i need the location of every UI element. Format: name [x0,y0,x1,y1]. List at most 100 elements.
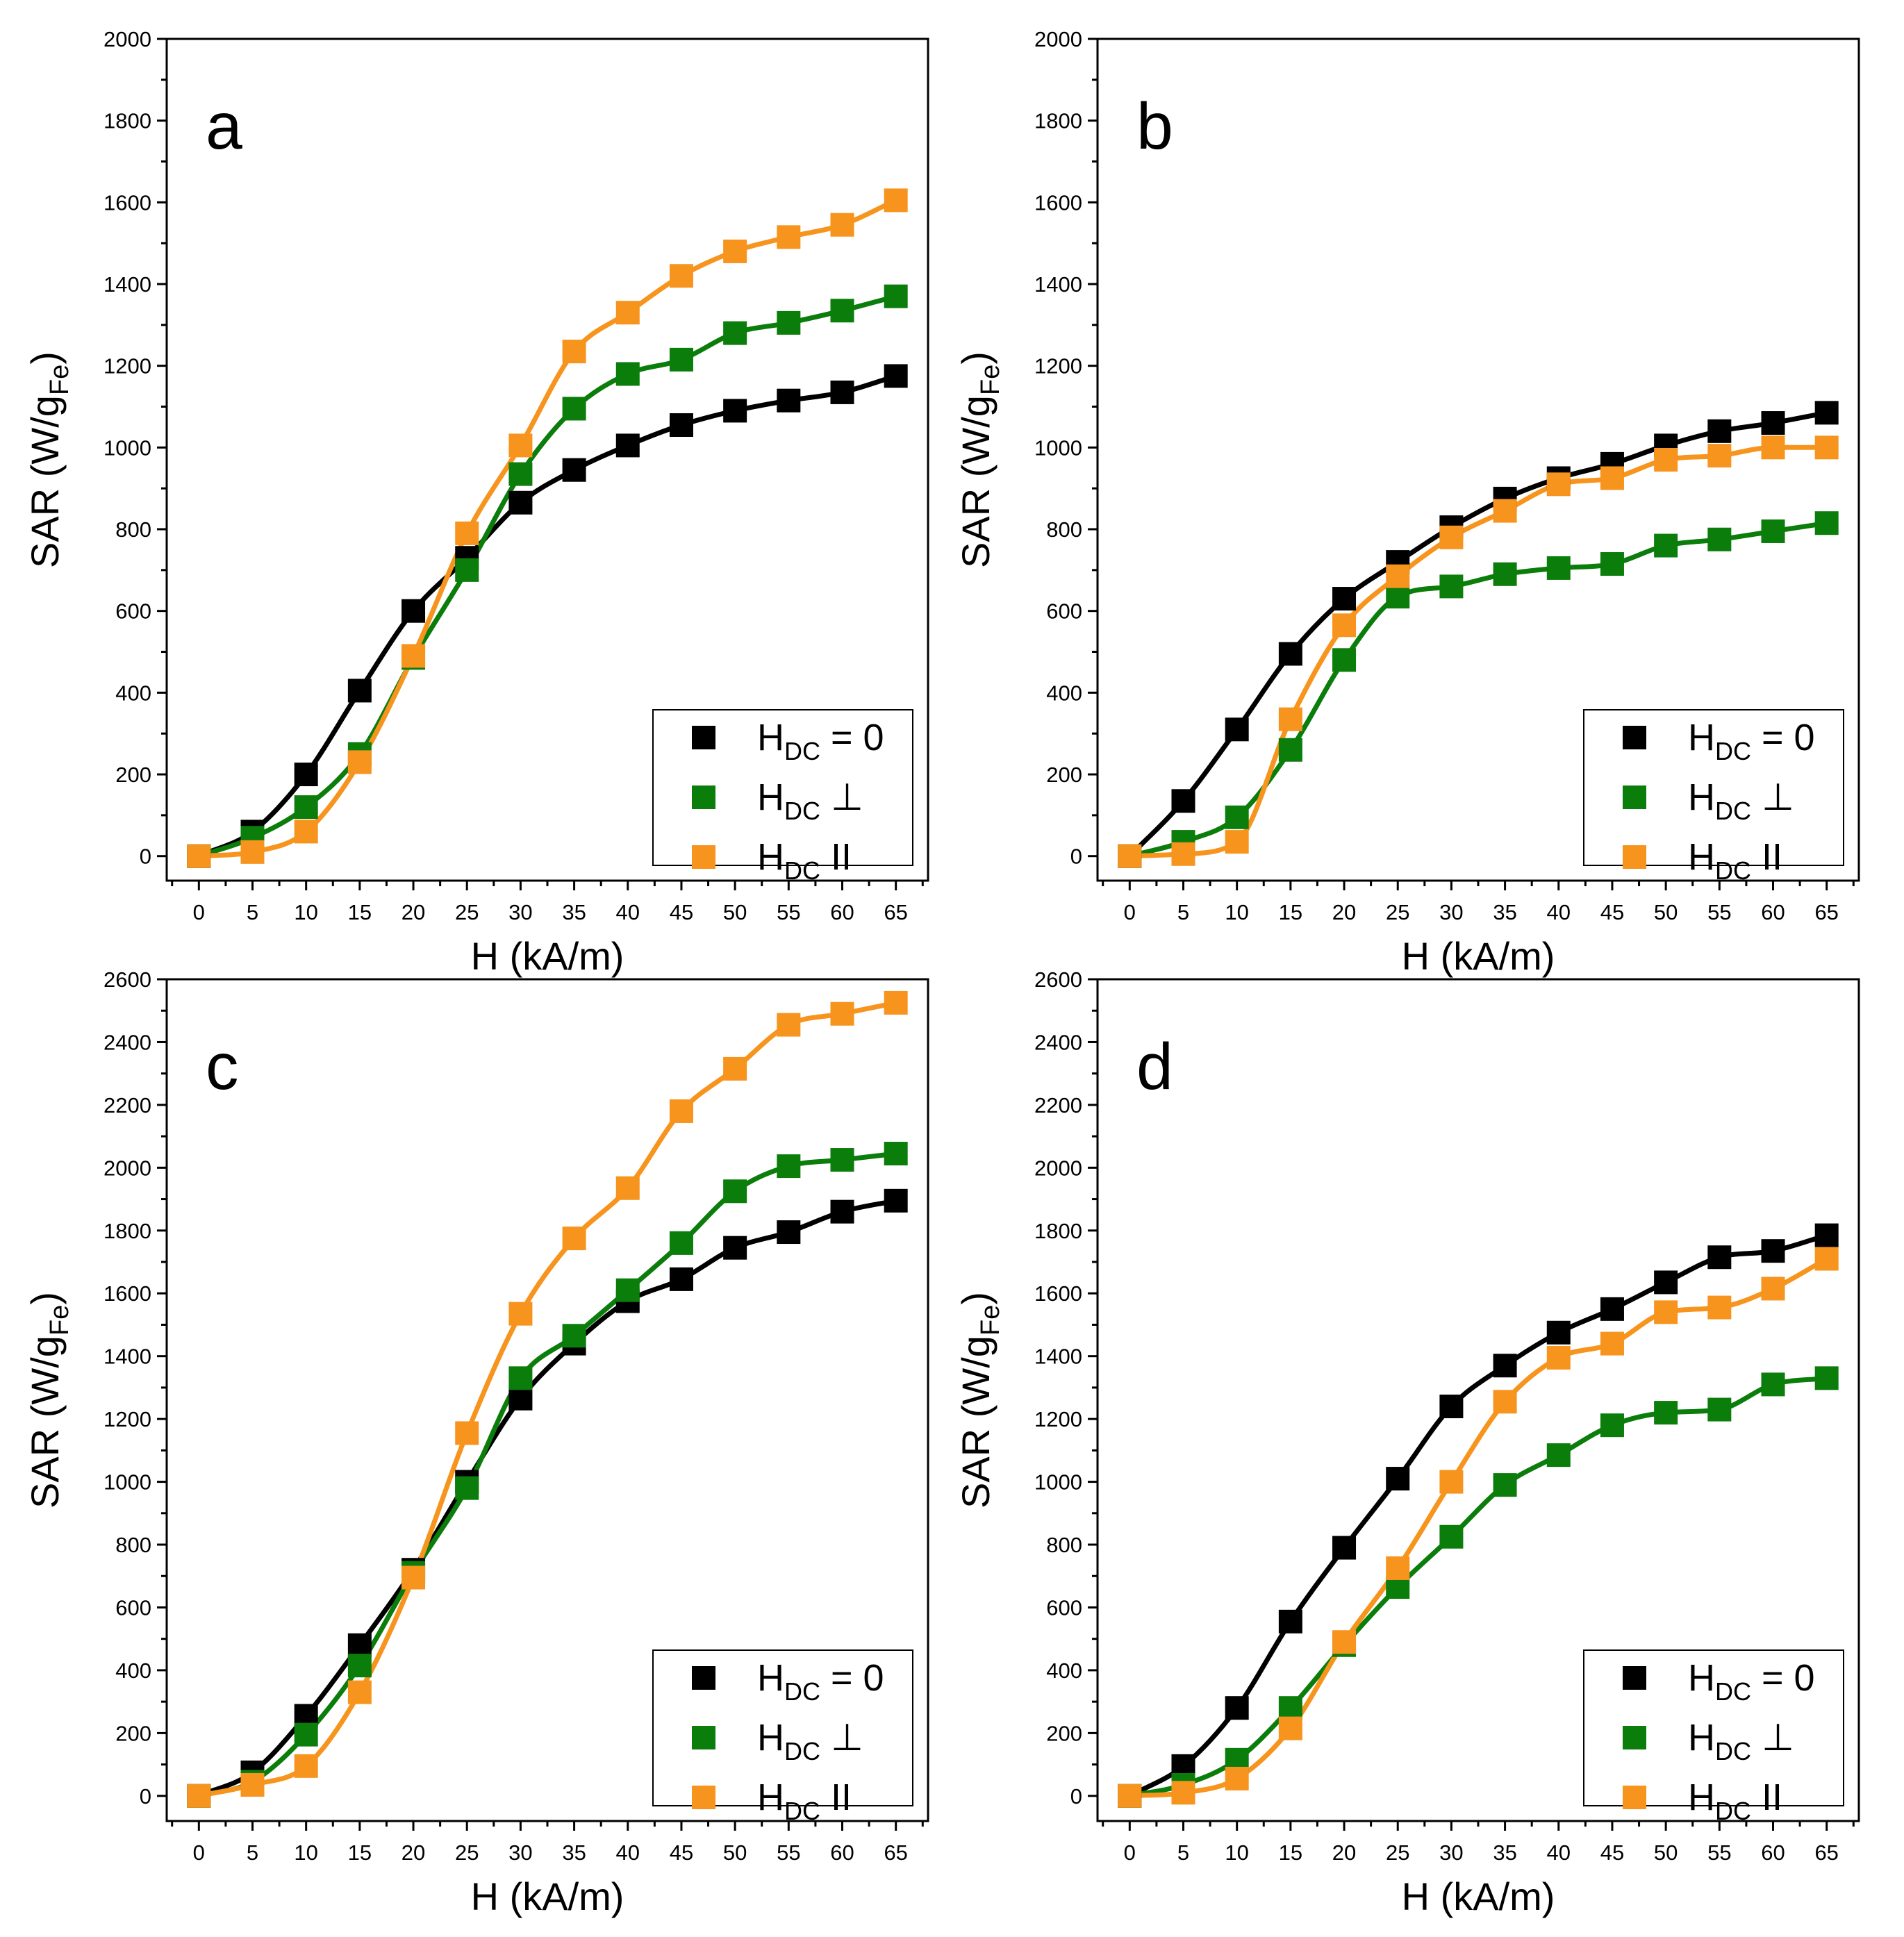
legend-label-main: H [1688,1777,1715,1818]
y-tick-label: 200 [115,763,151,787]
legend-label-series-2: HDC II [1688,836,1782,885]
x-tick-label: 10 [294,900,317,924]
panel-d: 0200400600800100012001400160018002000220… [954,967,1860,1918]
legend-label-rest: ⊥ [820,776,863,818]
x-tick-label: 10 [1225,900,1248,924]
data-point-series-2 [1278,1716,1302,1740]
x-tick-label: 40 [616,900,640,924]
data-point-series-1 [1332,648,1357,672]
data-point-series-2 [1707,1295,1732,1320]
legend-label-rest: II [1751,836,1782,878]
data-point-series-2 [1332,1630,1357,1654]
data-point-series-2 [1118,844,1142,868]
data-point-series-2 [508,1302,533,1326]
y-tick-label: 1000 [104,435,151,460]
x-tick-label: 10 [294,1840,317,1865]
data-point-series-0 [1761,1239,1785,1263]
fit-curve-series-2 [1129,1256,1828,1799]
legend-label-series-0: HDC = 0 [757,1657,884,1706]
legend-label-rest: = 0 [1751,1657,1815,1699]
y-axis-title-main: SAR (W/g [954,1336,997,1508]
data-point-series-0 [1814,1223,1839,1247]
data-point-series-2 [723,1056,747,1081]
legend-label-series-0: HDC = 0 [1688,1657,1815,1706]
x-tick-label: 65 [884,1840,907,1865]
legend-label-rest: ⊥ [1751,776,1794,818]
legend-label-rest: = 0 [820,717,884,758]
y-tick-label: 1000 [104,1470,151,1495]
y-tick-label: 1400 [104,272,151,297]
data-point-series-2 [240,840,265,864]
x-tick-label: 20 [402,1840,425,1865]
x-tick-label: 45 [1600,1840,1624,1865]
x-tick-label: 25 [1386,900,1409,924]
data-point-series-0 [1814,401,1839,425]
x-tick-label: 20 [402,900,425,924]
legend-marker-series-1 [692,1726,715,1749]
data-point-series-2 [615,301,640,325]
y-tick-label: 600 [1046,1595,1082,1620]
legend-marker-series-2 [692,1786,715,1809]
y-axis-title-sub: Fe [45,365,74,395]
data-point-series-0 [294,763,318,787]
data-point-series-2 [1386,1556,1410,1580]
x-tick-label: 45 [670,900,693,924]
legend-label-sub: DC [784,1797,820,1825]
data-point-series-0 [669,413,693,437]
data-point-series-0 [1493,1354,1517,1378]
legend-label-main: H [1688,717,1715,758]
x-tick-label: 25 [455,900,479,924]
y-tick-label: 200 [115,1721,151,1745]
data-point-series-1 [669,1231,693,1255]
x-tick-label: 55 [1707,1840,1731,1865]
data-point-series-2 [508,433,533,458]
x-tick-label: 5 [1177,1840,1189,1865]
data-point-series-2 [1600,1331,1624,1356]
legend-label-series-2: HDC II [757,836,852,885]
data-point-series-2 [777,1013,801,1037]
data-point-series-0 [402,599,426,623]
legend-marker-series-0 [692,726,715,749]
legend-label-series-1: HDC ⊥ [757,776,863,825]
data-point-series-0 [1332,587,1357,611]
legend-marker-series-0 [692,1666,715,1690]
data-point-series-0 [1278,642,1302,666]
data-point-series-1 [1493,1473,1517,1497]
x-tick-label: 10 [1225,1840,1248,1865]
data-point-series-1 [294,1722,318,1747]
data-point-series-2 [1439,1470,1464,1494]
legend-marker-series-2 [692,845,715,869]
data-point-series-1 [1278,738,1302,762]
y-tick-label: 0 [140,1784,151,1809]
y-tick-label: 1800 [1034,1219,1082,1243]
data-point-series-1 [1600,1413,1624,1438]
data-point-series-0 [1761,411,1785,435]
panel-letter: b [1136,90,1173,163]
legend-label-rest: II [820,836,852,878]
x-tick-label: 40 [1547,1840,1571,1865]
y-tick-label: 1600 [1034,190,1082,215]
data-point-series-0 [1386,1467,1410,1491]
data-point-series-2 [884,990,908,1015]
panel-letter: c [206,1030,239,1104]
data-point-series-1 [1225,805,1249,829]
x-tick-label: 25 [455,1840,479,1865]
x-tick-label: 35 [562,1840,586,1865]
y-tick-label: 600 [115,599,151,624]
data-point-series-2 [562,1227,586,1251]
x-tick-label: 5 [1177,900,1189,924]
x-axis-title: H (kA/m) [471,934,624,978]
data-point-series-0 [1546,1320,1571,1345]
y-tick-label: 2000 [1034,27,1082,51]
data-point-series-1 [1439,574,1464,599]
data-point-series-0 [1171,789,1195,813]
y-tick-label: 2200 [104,1093,151,1117]
data-point-series-1 [562,397,586,421]
data-point-series-2 [1439,525,1464,549]
data-point-series-2 [1225,830,1249,854]
